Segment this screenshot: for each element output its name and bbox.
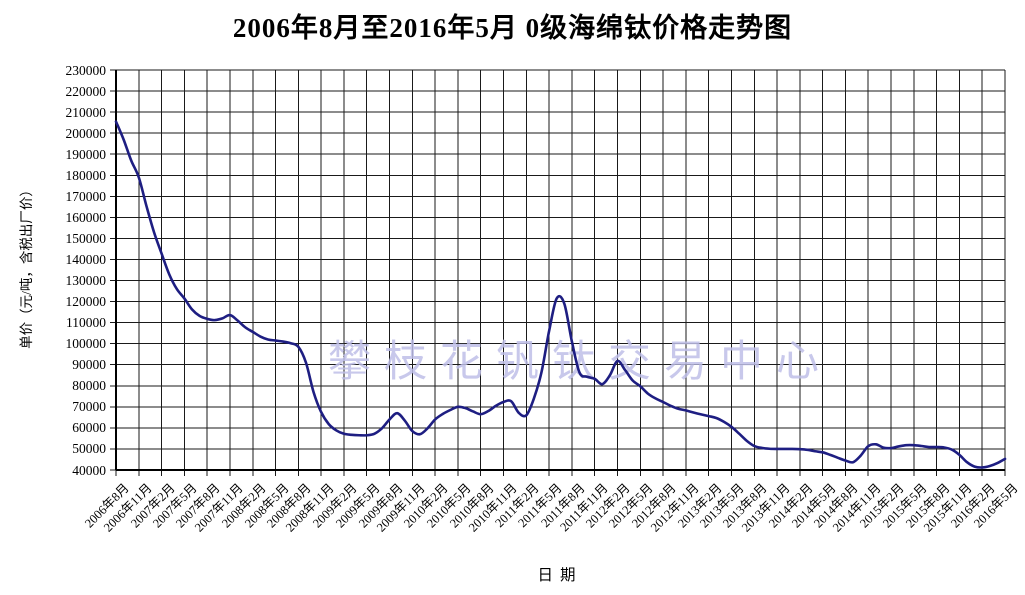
y-tick-label: 200000 xyxy=(65,125,107,141)
y-tick-label: 140000 xyxy=(65,251,107,267)
y-tick-label: 190000 xyxy=(65,146,107,162)
y-tick-label: 150000 xyxy=(65,230,107,246)
y-tick-label: 40000 xyxy=(72,462,106,478)
y-tick-label: 70000 xyxy=(72,399,106,415)
y-tick-label: 60000 xyxy=(72,420,106,436)
y-tick-label: 120000 xyxy=(65,294,107,310)
y-tick-label: 220000 xyxy=(65,83,107,99)
axes xyxy=(115,70,1005,471)
x-axis-title: 日期 xyxy=(537,567,583,584)
y-tick-label: 80000 xyxy=(72,378,106,394)
y-tick-label: 160000 xyxy=(65,209,107,225)
y-tick-label: 130000 xyxy=(65,273,107,289)
y-tick-label: 100000 xyxy=(65,336,107,352)
y-tick-label: 170000 xyxy=(65,188,107,204)
y-tick-label: 180000 xyxy=(65,167,107,183)
y-tick-label: 50000 xyxy=(72,441,106,457)
y-tick-label: 110000 xyxy=(66,315,106,331)
y-tick-label: 90000 xyxy=(72,357,106,373)
chart-title: 2006年8月至2016年5月 0级海绵钛价格走势图 xyxy=(232,13,793,43)
price-curve xyxy=(114,120,1007,469)
y-tick-label: 210000 xyxy=(65,104,107,120)
gridlines xyxy=(110,69,1006,476)
y-tick-label: 230000 xyxy=(65,62,107,78)
